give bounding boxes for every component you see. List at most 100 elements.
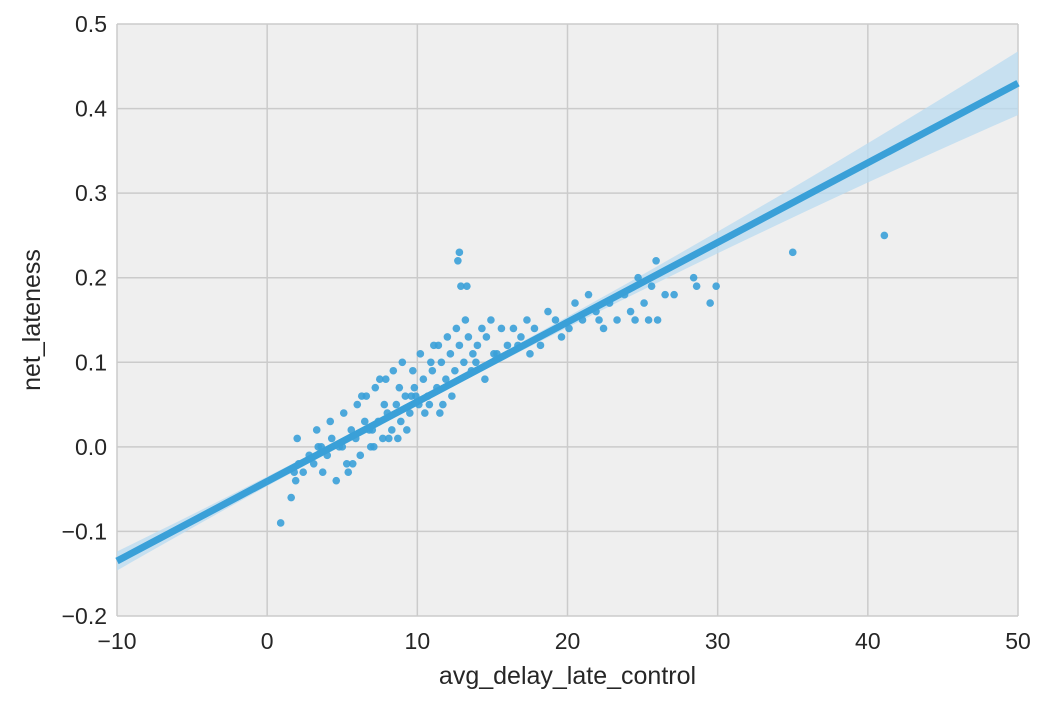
data-point (478, 324, 486, 333)
data-point (339, 409, 348, 417)
data-point (366, 443, 375, 451)
data-point (439, 400, 447, 409)
data-point (318, 468, 327, 477)
data-point (544, 307, 552, 316)
data-point (712, 282, 720, 290)
data-point (385, 434, 393, 443)
data-point (406, 409, 414, 417)
data-point (287, 493, 295, 502)
data-point (472, 358, 480, 367)
x-axis-title: avg_delay_late_control (439, 662, 696, 690)
data-point (517, 333, 525, 341)
data-point (557, 333, 566, 341)
data-point (451, 366, 459, 375)
data-point (530, 324, 539, 333)
x-tick-label: 30 (705, 628, 731, 654)
data-point (523, 316, 531, 324)
data-point (276, 519, 285, 527)
data-point (631, 316, 639, 324)
data-points (276, 231, 889, 527)
data-point (455, 248, 464, 257)
data-point (487, 316, 495, 324)
data-point (380, 400, 389, 409)
data-point (403, 426, 411, 434)
data-point (392, 400, 401, 409)
data-point (326, 417, 335, 426)
data-point (436, 409, 444, 417)
y-tick-label: −0.2 (62, 603, 107, 629)
data-point (497, 324, 506, 333)
data-point (430, 341, 438, 350)
data-point (551, 316, 560, 324)
data-point (407, 392, 416, 400)
data-point (706, 299, 714, 307)
data-point (388, 426, 396, 434)
data-point (595, 316, 603, 324)
data-point (509, 324, 518, 333)
data-point (689, 273, 698, 282)
data-point (344, 468, 353, 477)
data-point (464, 333, 473, 341)
x-tick-label: −10 (97, 628, 136, 654)
data-point (599, 324, 608, 333)
data-point (647, 282, 656, 290)
y-tick-label: 0.2 (75, 265, 107, 291)
data-point (442, 375, 450, 384)
regression-line (115, 80, 1020, 565)
data-point (571, 299, 579, 307)
data-point (613, 316, 621, 324)
x-tick-label: 20 (555, 628, 581, 654)
data-point (332, 476, 341, 485)
y-tick-label: 0.5 (75, 11, 107, 37)
x-tick-label: 50 (1005, 628, 1031, 654)
data-point (640, 299, 648, 307)
y-tick-label: 0.0 (75, 434, 107, 460)
data-point (644, 316, 653, 324)
data-point (584, 290, 593, 299)
data-point (437, 358, 446, 367)
data-point (490, 350, 498, 358)
data-point (463, 282, 471, 290)
y-tick-label: 0.3 (75, 180, 107, 206)
data-point (357, 392, 366, 400)
data-point (353, 400, 362, 409)
data-point (299, 468, 308, 477)
data-point (395, 383, 404, 392)
data-point (469, 350, 477, 358)
y-tick-label: −0.1 (62, 518, 107, 544)
data-point (398, 358, 407, 367)
data-point (416, 350, 425, 358)
data-point (342, 459, 351, 468)
data-point (401, 392, 410, 400)
data-point (455, 341, 464, 350)
data-point (378, 434, 387, 443)
data-point (421, 409, 429, 417)
data-point (565, 324, 573, 333)
data-point (473, 341, 482, 350)
data-point (397, 417, 405, 426)
data-point (454, 257, 462, 265)
data-point (526, 350, 534, 358)
data-point (293, 434, 302, 443)
y-axis-ticks: −0.2 −0.1 0.0 0.1 0.2 0.3 0.4 0.5 (62, 11, 108, 629)
y-tick-label: 0.4 (75, 96, 107, 122)
data-point (410, 383, 419, 392)
y-axis-title: net_lateness (18, 249, 46, 391)
data-point (381, 375, 390, 384)
data-point (653, 316, 662, 324)
data-point (425, 400, 434, 409)
data-point (443, 333, 452, 341)
y-tick-label: 0.1 (75, 349, 107, 375)
grid (116, 23, 1019, 617)
data-point (460, 358, 468, 367)
x-tick-label: 0 (261, 628, 274, 654)
x-tick-label: 40 (855, 628, 881, 654)
data-point (446, 350, 455, 358)
data-point (482, 333, 491, 341)
data-point (312, 426, 321, 434)
x-tick-label: 10 (405, 628, 431, 654)
data-point (503, 341, 512, 350)
data-point (481, 375, 489, 384)
